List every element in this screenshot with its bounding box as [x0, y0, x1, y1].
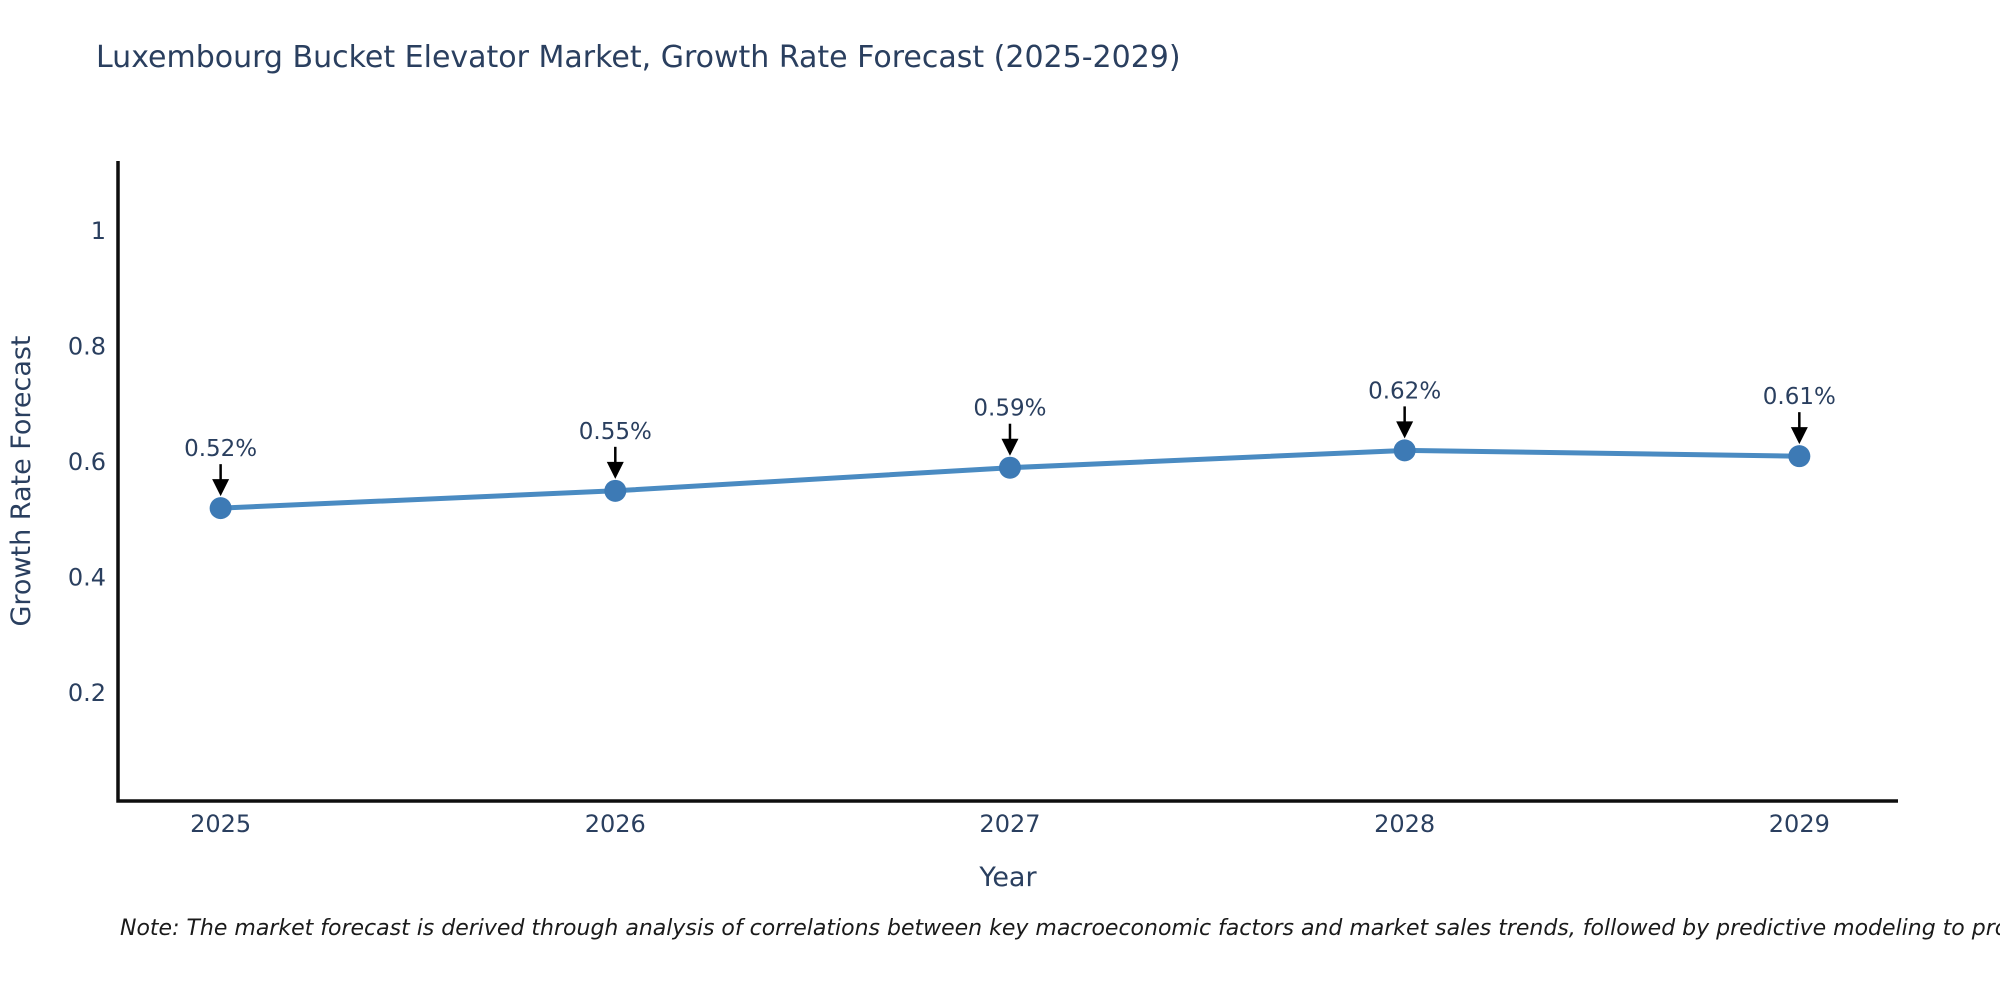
- annotation-arrowhead-icon: [1001, 438, 1019, 456]
- axis-lines: [116, 161, 1898, 803]
- y-tick-label: 1: [91, 217, 106, 245]
- annotation-arrowhead-icon: [1790, 427, 1808, 445]
- chart-title: Luxembourg Bucket Elevator Market, Growt…: [96, 40, 1181, 75]
- data-point-marker[interactable]: [998, 456, 1021, 479]
- data-point-marker[interactable]: [1393, 439, 1416, 462]
- y-tick-label: 0.8: [68, 332, 106, 360]
- x-tick-label: 2027: [979, 810, 1040, 838]
- annotation-arrowhead-icon: [606, 461, 624, 479]
- x-axis-title: Year: [978, 862, 1037, 893]
- point-annotation-label: 0.52%: [184, 436, 257, 462]
- data-point-marker[interactable]: [604, 479, 627, 502]
- y-tick-label: 0.2: [68, 679, 106, 707]
- y-axis-title: Growth Rate Forecast: [6, 335, 37, 626]
- data-point-marker[interactable]: [1788, 445, 1811, 468]
- y-tick-label: 0.4: [68, 563, 106, 591]
- annotation-arrowhead-icon: [212, 479, 230, 497]
- point-annotation-label: 0.62%: [1368, 378, 1441, 404]
- x-tick-label: 2025: [190, 810, 251, 838]
- point-annotation-label: 0.55%: [579, 419, 652, 445]
- point-annotation-label: 0.59%: [973, 396, 1046, 422]
- data-point-marker[interactable]: [209, 497, 232, 520]
- point-annotation-label: 0.61%: [1763, 384, 1836, 410]
- note-text: Note: The market forecast is derived thr…: [120, 916, 2000, 941]
- x-tick-label: 2029: [1769, 810, 1830, 838]
- annotation-arrowhead-icon: [1396, 421, 1414, 439]
- x-tick-label: 2028: [1374, 810, 1435, 838]
- y-tick-label: 0.6: [68, 448, 106, 476]
- x-tick-label: 2026: [585, 810, 646, 838]
